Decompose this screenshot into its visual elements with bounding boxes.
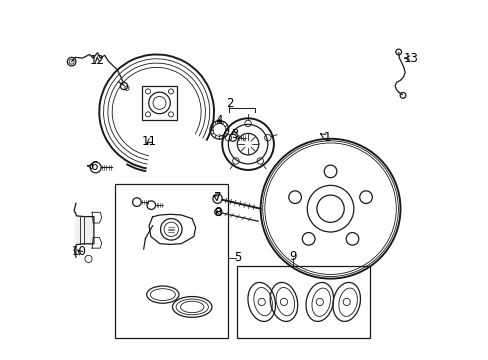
Text: 10: 10 (72, 245, 87, 258)
Text: 12: 12 (90, 54, 105, 67)
Polygon shape (74, 203, 94, 257)
Text: 6: 6 (87, 160, 98, 173)
Text: 11: 11 (142, 135, 157, 148)
Text: 7: 7 (213, 192, 221, 204)
Text: 5: 5 (233, 251, 241, 264)
Bar (237, 266, 369, 338)
Bar (115, 184, 228, 338)
Text: 2: 2 (225, 98, 233, 111)
Text: 3: 3 (230, 127, 238, 141)
Text: 9: 9 (289, 249, 296, 262)
Text: 1: 1 (320, 131, 330, 144)
Text: 4: 4 (215, 114, 223, 127)
Text: 8: 8 (214, 206, 222, 219)
Bar (142, 86, 176, 120)
Text: 13: 13 (403, 51, 418, 64)
